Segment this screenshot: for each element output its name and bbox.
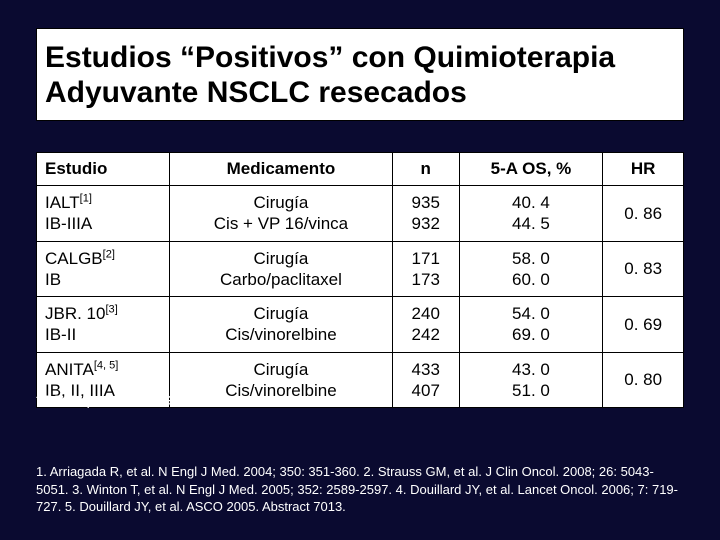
os-cell: 43. 051. 0 [459, 352, 603, 408]
study-cell: CALGB[2] IB [37, 241, 170, 297]
os-cell: 40. 444. 5 [459, 186, 603, 242]
os-cell: 54. 069. 0 [459, 297, 603, 353]
col-header-os: 5-A OS, % [459, 153, 603, 186]
slide: Estudios “Positivos” con Quimioterapia A… [0, 0, 720, 540]
study-cell: IALT[1] IB-IIIA [37, 186, 170, 242]
os-cell: 58. 060. 0 [459, 241, 603, 297]
study-cell: JBR. 10[3] IB-II [37, 297, 170, 353]
col-header-study: Estudio [37, 153, 170, 186]
n-cell: 935932 [392, 186, 459, 242]
footnote-os: *OS: Supervivencia Global. [36, 392, 206, 408]
medication-cell: CirugíaCis + VP 16/vinca [170, 186, 393, 242]
hr-cell: 0. 83 [603, 241, 684, 297]
hr-cell: 0. 69 [603, 297, 684, 353]
studies-table: Estudio Medicamento n 5-A OS, % HR IALT[… [36, 152, 684, 408]
medication-cell: CirugíaCis/vinorelbine [170, 297, 393, 353]
table-body: IALT[1] IB-IIIA CirugíaCis + VP 16/vinca… [37, 186, 684, 408]
references: 1. Arriagada R, et al. N Engl J Med. 200… [36, 463, 684, 516]
table-row: JBR. 10[3] IB-II CirugíaCis/vinorelbine … [37, 297, 684, 353]
n-cell: 433407 [392, 352, 459, 408]
medication-cell: CirugíaCarbo/paclitaxel [170, 241, 393, 297]
hr-cell: 0. 80 [603, 352, 684, 408]
slide-title: Estudios “Positivos” con Quimioterapia A… [36, 28, 684, 121]
table-row: IALT[1] IB-IIIA CirugíaCis + VP 16/vinca… [37, 186, 684, 242]
table-row: CALGB[2] IB CirugíaCarbo/paclitaxel 1711… [37, 241, 684, 297]
col-header-hr: HR [603, 153, 684, 186]
col-header-n: n [392, 153, 459, 186]
n-cell: 240242 [392, 297, 459, 353]
n-cell: 171173 [392, 241, 459, 297]
col-header-medication: Medicamento [170, 153, 393, 186]
data-table-wrap: Estudio Medicamento n 5-A OS, % HR IALT[… [36, 152, 684, 408]
hr-cell: 0. 86 [603, 186, 684, 242]
table-header: Estudio Medicamento n 5-A OS, % HR [37, 153, 684, 186]
